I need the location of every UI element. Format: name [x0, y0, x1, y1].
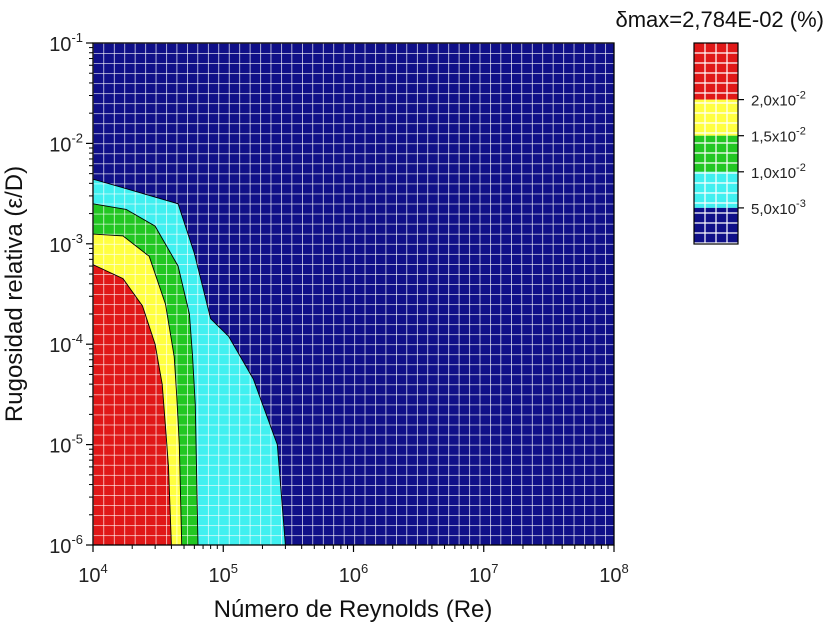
x-tick-label: 108 [599, 561, 628, 587]
contour-line-0.01 [93, 203, 199, 545]
y-tick-label: 10-3 [49, 231, 83, 257]
colorbar-tick-label: 2,0x10-2 [751, 90, 806, 110]
x-tick-label: 107 [469, 561, 498, 587]
y-axis-title: Rugosidad relativa (ε/D) [1, 166, 28, 422]
contour-line-0.02 [93, 264, 172, 545]
y-tick-label: 10-1 [49, 30, 83, 56]
y-tick-label: 10-5 [49, 432, 83, 458]
axis-ticks: 104 105 106 107 108 10-6 10-5 10-4 10-3 10-2 10-1 [49, 30, 629, 587]
x-tick-label: 104 [78, 561, 107, 587]
colorbar-ticks: 2,0x10-2 1,5x10-2 1,0x10-2 5,0x10-3 [738, 90, 806, 218]
colorbar-tick-label: 1,5x10-2 [751, 126, 806, 146]
chart-title: δmax=2,784E-02 (%) [615, 7, 824, 32]
mesh-grid [93, 43, 614, 545]
y-tick-label: 10-4 [49, 331, 83, 357]
x-tick-label: 106 [339, 561, 368, 587]
y-tick-label: 10-6 [49, 532, 83, 558]
colorbar [694, 43, 738, 244]
colorbar-tick-label: 1,0x10-2 [751, 162, 806, 182]
colorbar-tick-label: 5,0x10-3 [751, 198, 806, 218]
x-tick-label: 105 [209, 561, 238, 587]
contour-line-0.015 [93, 233, 183, 545]
contour-line-0.005 [93, 178, 286, 545]
y-tick-label: 10-2 [49, 130, 83, 156]
x-axis-title: Número de Reynolds (Re) [214, 596, 493, 623]
plot-area [93, 43, 614, 545]
colorbar-frame [693, 42, 739, 245]
